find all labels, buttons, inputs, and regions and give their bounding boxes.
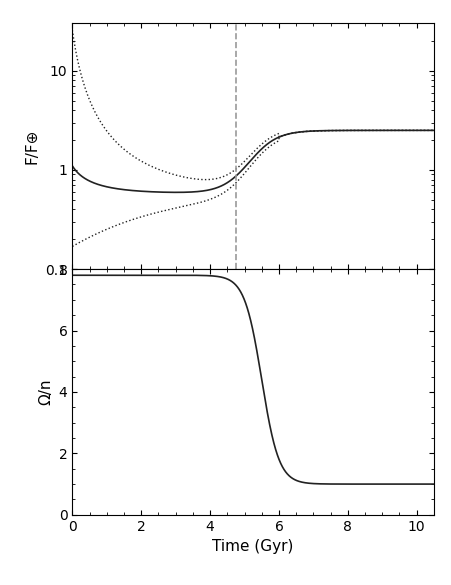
Y-axis label: Ω/n: Ω/n xyxy=(38,378,53,405)
Y-axis label: F/F⊕: F/F⊕ xyxy=(25,129,40,164)
X-axis label: Time (Gyr): Time (Gyr) xyxy=(212,539,293,554)
